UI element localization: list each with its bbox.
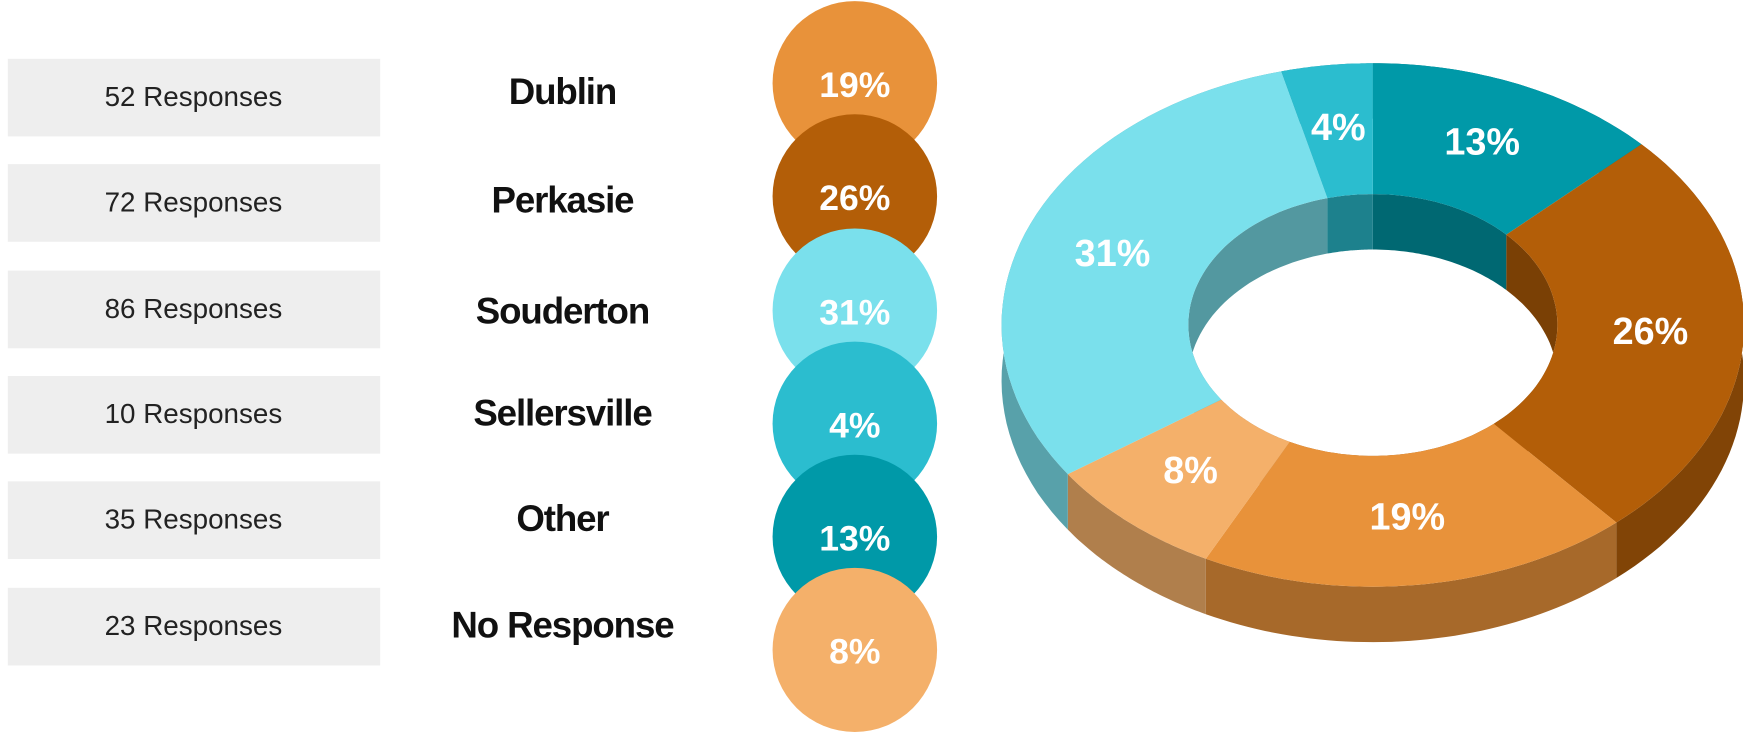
response-box	[7, 164, 381, 242]
slice	[1493, 144, 1743, 523]
legend-circle	[772, 1, 938, 166]
response-box	[7, 481, 381, 559]
legend-circle	[772, 341, 938, 506]
response-label: 10 Responses	[105, 398, 283, 429]
slice-label: 4%	[1311, 106, 1366, 148]
slice	[1372, 63, 1642, 235]
legend-percent: 13%	[819, 519, 890, 559]
response-box	[7, 270, 381, 349]
category-label: Sellersville	[473, 393, 652, 434]
slice-side	[1067, 474, 1206, 615]
legend-panel: 52 Responses Dublin 72 Responses Perkasie 86…	[7, 1, 938, 732]
slice-inner-wall	[1188, 198, 1328, 456]
slice	[1001, 71, 1328, 475]
legend-circle	[772, 114, 938, 279]
slice	[1067, 399, 1290, 559]
category-label: Other	[516, 498, 609, 539]
slice-label: 26%	[1613, 310, 1689, 352]
slice-label: 13%	[1444, 120, 1520, 162]
legend-percent: 31%	[819, 292, 890, 332]
category-label: Perkasie	[491, 180, 634, 221]
slice-label: 8%	[1163, 449, 1218, 491]
slice-side	[1205, 522, 1617, 643]
response-box	[7, 375, 381, 454]
slice-inner-wall	[1372, 194, 1507, 291]
response-label: 86 Responses	[105, 293, 283, 324]
legend-circle	[772, 567, 938, 732]
response-box	[7, 58, 381, 137]
response-label: 52 Responses	[105, 81, 283, 112]
slice-label: 31%	[1075, 232, 1151, 274]
slice-inner-wall	[1327, 194, 1373, 254]
legend-circle	[772, 454, 938, 619]
category-label: Dublin	[509, 71, 616, 112]
category-label: No Response	[451, 604, 674, 645]
legend-percent: 26%	[819, 178, 890, 218]
slice-label: 19%	[1369, 496, 1445, 538]
response-label: 35 Responses	[105, 504, 283, 535]
response-label: 23 Responses	[105, 610, 283, 641]
legend-percent: 8%	[829, 632, 880, 672]
response-box	[7, 587, 381, 666]
response-label: 72 Responses	[105, 186, 283, 217]
category-label: Souderton	[476, 291, 649, 332]
donut-chart: 13% 26% 19% 8% 31% 4%	[1001, 63, 1743, 643]
slice	[1205, 423, 1617, 587]
legend-percent: 4%	[829, 406, 880, 446]
legend-circle	[772, 228, 938, 393]
slice	[1281, 63, 1373, 199]
legend-percent: 19%	[819, 65, 890, 105]
